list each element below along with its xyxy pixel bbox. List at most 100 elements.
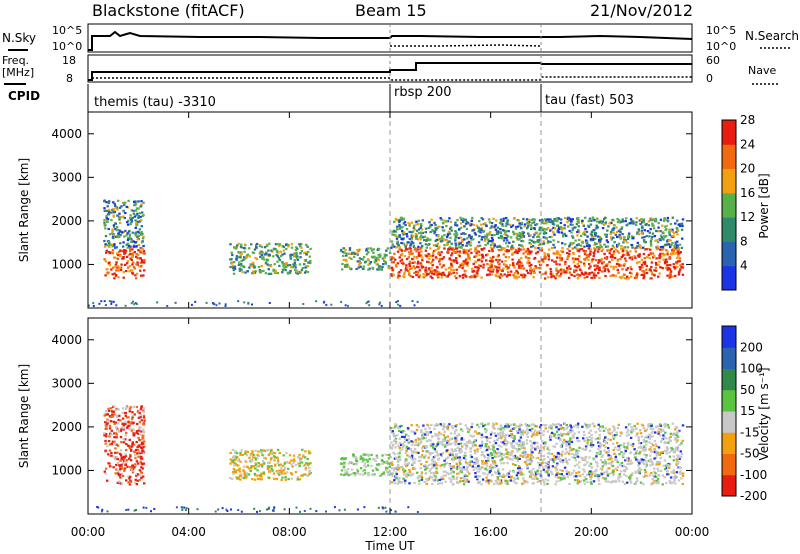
velocity-echo-cell [587, 423, 591, 427]
velocity-echo-cell [474, 430, 477, 433]
velocity-echo-cell [118, 480, 121, 483]
power-echo-cell [382, 263, 385, 266]
velocity-echo-cell [486, 469, 489, 472]
power-echo-cell [341, 262, 344, 266]
power-echo-cell [540, 247, 543, 250]
power-echo-cell [489, 240, 492, 243]
power-echo-cell [112, 214, 115, 217]
velocity-echo-cell [567, 471, 571, 474]
power-echo-cell [405, 232, 409, 236]
power-echo-cell [445, 275, 448, 278]
power-echo-cell [421, 236, 425, 239]
power-echo-cell [383, 255, 387, 258]
power-echo-cell [137, 207, 140, 210]
power-echo-cell [676, 229, 680, 232]
power-echo-cell [278, 264, 281, 267]
velocity-echo-cell [629, 429, 633, 432]
power-echo-cell [365, 253, 369, 256]
velocity-echo-cell [122, 455, 126, 458]
power-echo-cell [549, 270, 553, 273]
power-echo-cell [376, 268, 379, 271]
velocity-echo-cell [235, 469, 238, 472]
velocity-echo-cell [138, 439, 141, 442]
velocity-echo-cell [564, 457, 567, 460]
power-echo-cell [449, 236, 452, 239]
power-echo-cell [285, 243, 288, 247]
velocity-echo-cell [654, 456, 658, 459]
power-echo-cell [441, 226, 444, 229]
power-echo-cell [424, 266, 427, 269]
power-echo-cell [135, 245, 138, 248]
power-echo-cell [611, 244, 615, 247]
power-echo-cell [573, 274, 576, 278]
velocity-echo-cell [396, 456, 400, 459]
power-echo-cell [410, 221, 414, 224]
power-echo-cell [295, 246, 298, 249]
power-echo-cell [562, 233, 565, 237]
velocity-echo-cell [512, 470, 515, 473]
power-echo-cell [440, 273, 443, 276]
velocity-echo-cell [516, 431, 520, 434]
power-echo-cell [408, 230, 411, 233]
velocity-echo-cell [480, 444, 483, 447]
power-echo-cell [125, 243, 128, 246]
power-echo-cell [511, 252, 514, 255]
power-echo-cell [518, 260, 521, 263]
power-echo-cell [459, 222, 463, 225]
power-echo-cell [427, 273, 430, 276]
velocity-echo-cell [649, 427, 653, 431]
velocity-echo-cell [242, 469, 245, 472]
power-echo-cell [285, 265, 288, 269]
power-echo-cell [665, 224, 669, 227]
power-echo-cell [270, 249, 273, 252]
power-echo-cell [411, 300, 414, 303]
power-ytick-label: 2000 [51, 214, 82, 228]
power-echo-cell [489, 268, 492, 271]
velocity-echo-cell [599, 446, 602, 449]
power-echo-cell [447, 267, 451, 270]
velocity-echo-cell [139, 470, 143, 473]
power-echo-cell [526, 271, 530, 275]
power-echo-cell [678, 243, 682, 246]
power-echo-cell [439, 217, 442, 220]
velocity-echo-cell [501, 430, 504, 433]
power-echo-cell [643, 248, 647, 251]
velocity-echo-cell [249, 469, 252, 472]
power-echo-cell [588, 272, 591, 275]
power-echo-cell [286, 272, 290, 275]
velocity-echo-cell [521, 451, 524, 454]
power-echo-cell [636, 273, 639, 276]
power-echo-cell [646, 230, 650, 233]
power-echo-cell [595, 246, 599, 249]
power-echo-cell [104, 235, 108, 238]
power-echo-cell [473, 255, 476, 258]
velocity-echo-cell [518, 448, 521, 451]
power-echo-cell [122, 215, 125, 218]
velocity-echo-cell [260, 451, 264, 454]
power-echo-cell [478, 254, 481, 257]
power-echo-cell [520, 239, 523, 243]
power-echo-cell [104, 304, 107, 307]
velocity-echo-cell [568, 449, 572, 452]
velocity-echo-cell [416, 437, 420, 440]
power-echo-cell [616, 250, 619, 253]
velocity-echo-cell [243, 472, 246, 475]
velocity-echo-cell [583, 457, 587, 460]
velocity-echo-cell [395, 476, 398, 480]
power-echo-cell [110, 251, 113, 254]
velocity-echo-cell [502, 427, 505, 430]
power-echo-cell [454, 230, 457, 233]
velocity-echo-cell [495, 464, 498, 467]
velocity-echo-cell [399, 449, 402, 452]
power-echo-cell [253, 265, 256, 268]
power-echo-cell [560, 218, 563, 221]
power-echo-cell [541, 218, 544, 221]
velocity-echo-cell [501, 468, 505, 471]
power-colorbar-tick: 12 [740, 210, 755, 224]
power-echo-cell [619, 220, 623, 223]
velocity-echo-cell [584, 445, 588, 448]
velocity-echo-cell [497, 455, 501, 458]
power-echo-cell [406, 266, 409, 269]
velocity-echo-cell [429, 468, 432, 471]
velocity-echo-cell [347, 462, 351, 465]
